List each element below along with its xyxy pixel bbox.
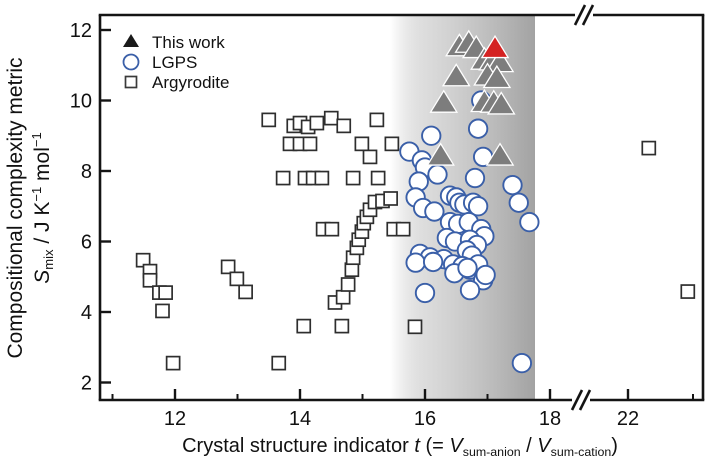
argyrodite-point [383,191,398,206]
argyrodite-point [302,136,318,152]
legend-label: Argyrodite [152,73,229,92]
argyrodite-point [296,318,312,334]
x-tick-label: 14 [289,408,311,430]
y-tick-label: 8 [81,161,92,183]
lgps-point [467,196,489,217]
argyrodite-point [261,112,277,128]
this-work-point [429,89,459,113]
argyrodite-point [680,284,696,299]
this-work-point [441,63,471,87]
argyrodite-point [334,318,350,334]
argyrodite-point [271,355,287,371]
y-tick-label: 2 [81,373,92,395]
y-tick-label: 4 [81,302,92,324]
x-tick-label: 22 [617,408,639,430]
argyrodite-point [354,136,370,152]
argyrodite-point [314,170,330,186]
argyrodite-point [323,110,339,126]
x-axis-title: Crystal structure indicator t (= Vsum-an… [182,435,618,459]
legend-triangle-icon [123,34,139,47]
argyrodite-point [238,284,253,300]
argyrodite-point [395,221,411,237]
lgps-point [464,167,486,189]
argyrodite-point [336,118,352,134]
lgps-point [511,352,533,374]
argyrodite-point [362,149,378,165]
lgps-point [502,174,523,196]
this-work-point [426,142,455,166]
lgps-point [459,279,481,301]
this-work-point [485,142,515,166]
argyrodite-point [407,319,423,335]
legend-label: This work [152,33,225,52]
argyrodite-point [158,285,173,300]
lgps-point [422,251,444,273]
lgps-point [519,211,540,233]
lgps-point [457,257,478,279]
argyrodite-point [229,271,245,287]
axis-break-mark [573,4,595,26]
lgps-point [405,252,426,273]
y-tick-label: 12 [70,20,92,42]
lgps-point [467,118,489,139]
argyrodite-point [335,289,351,305]
lgps-point [414,282,436,304]
lgps-point [427,164,448,185]
argyrodite-point [344,262,360,278]
argyrodite-point [641,140,657,156]
lgps-point [475,264,496,286]
argyrodite-point [142,272,158,288]
x-tick-label: 12 [164,408,186,430]
y-tick-label: 10 [70,91,92,113]
legend-square-icon [124,75,138,89]
argyrodite-point [340,277,356,292]
y-axis-title-line2: Smix / J K−1 mol−1 [29,132,56,284]
argyrodite-point [384,136,400,152]
argyrodite-point [369,112,385,128]
this-work-highlight-point [480,34,510,59]
argyrodite-point [165,355,181,371]
legend-circle-icon [122,53,140,71]
x-tick-label: 16 [414,408,436,430]
lgps-point [424,201,445,222]
argyrodite-point [324,221,340,237]
lgps-point [421,125,442,146]
argyrodite-point [155,303,170,319]
y-axis-title-line1: Compositional complexity metric [4,57,27,358]
argyrodite-point [220,259,236,275]
x-tick-label: 18 [539,408,561,430]
legend-label: LGPS [152,53,197,72]
argyrodite-point [275,170,291,186]
argyrodite-point [345,170,361,186]
axis-break-mark [570,389,592,411]
lgps-point [508,192,529,213]
argyrodite-point [309,115,325,131]
argyrodite-point [370,170,386,186]
y-tick-label: 6 [81,232,92,254]
this-work-point [486,91,516,115]
this-work-point [482,64,512,89]
